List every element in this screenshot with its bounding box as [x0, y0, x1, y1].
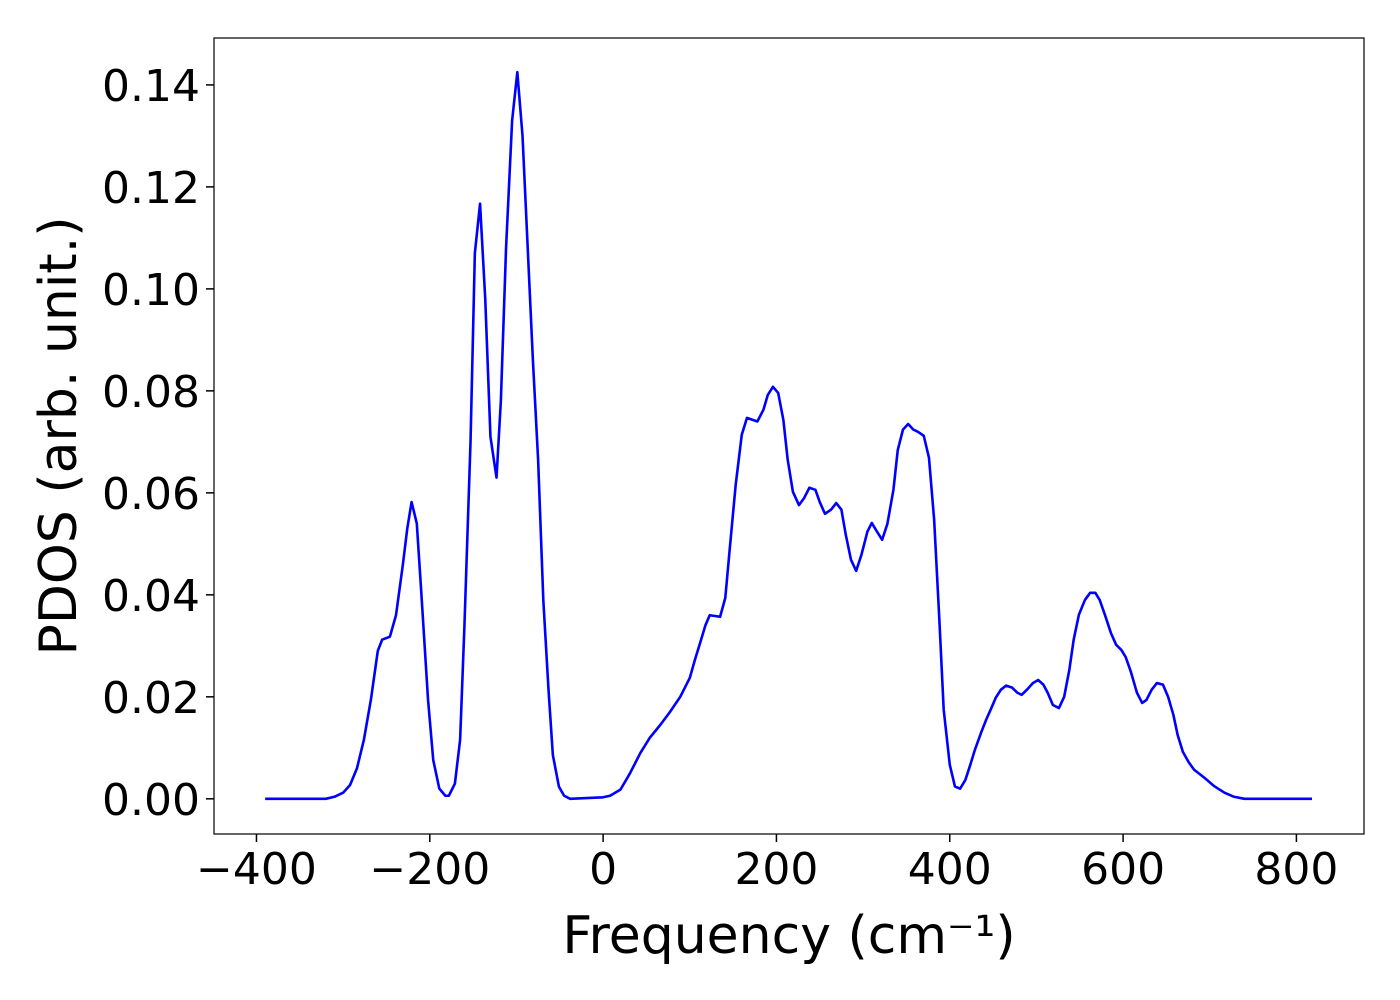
y-tick-label: 0.14: [102, 61, 200, 112]
y-tick-label: 0.04: [102, 571, 200, 622]
y-tick-label: 0.08: [102, 367, 200, 418]
pdos-line: [265, 70, 1312, 801]
x-tick-label: 200: [734, 844, 818, 895]
y-tick-label: 0.06: [102, 469, 200, 520]
x-tick-label: −400: [196, 844, 317, 895]
x-axis-label: Frequency (cm⁻¹): [562, 906, 1015, 966]
x-tick-label: −200: [369, 844, 490, 895]
x-tick-label: 400: [908, 844, 992, 895]
plot-frame: [213, 37, 1365, 835]
y-tick-label: 0.12: [102, 163, 200, 214]
y-tick-label: 0.02: [102, 673, 200, 724]
y-axis-label: PDOS (arb. unit.): [29, 216, 89, 655]
y-tick-label: 0.10: [102, 265, 200, 316]
x-tick-label: 800: [1254, 844, 1338, 895]
x-tick-label: 600: [1081, 844, 1165, 895]
y-tick-label: 0.00: [102, 775, 200, 826]
x-tick-label: 0: [589, 844, 617, 895]
